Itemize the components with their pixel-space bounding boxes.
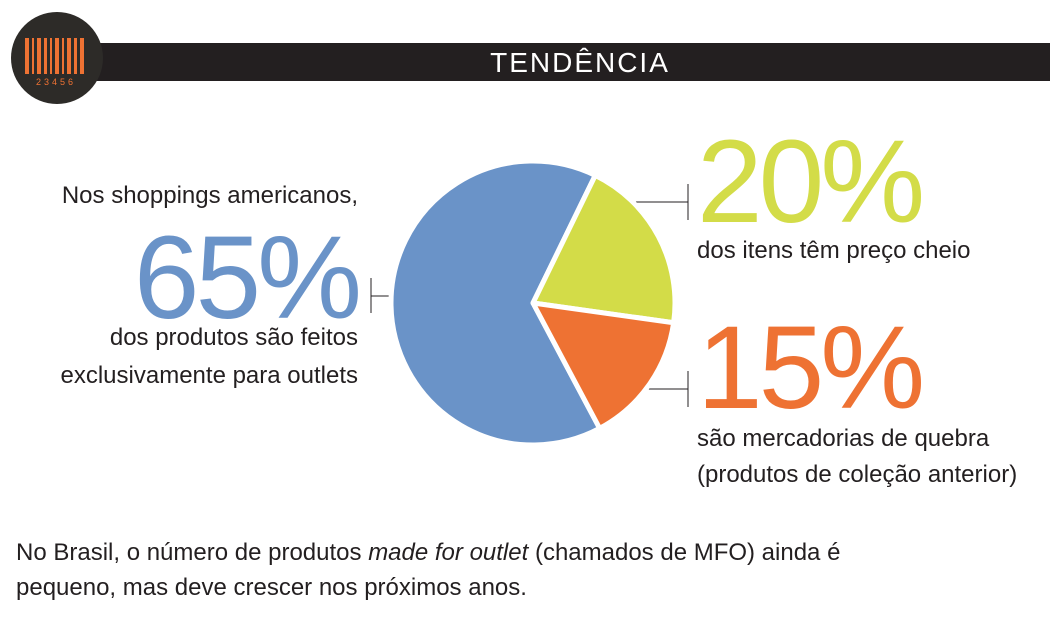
slice-description: dos itens têm preço cheio: [697, 237, 970, 264]
footer-line: No Brasil, o número de produtos made for…: [16, 539, 840, 566]
slice-description: são mercadorias de quebra: [697, 425, 990, 452]
slice-description: (produtos de coleção anterior): [697, 461, 1017, 488]
pie-slice: [530, 172, 678, 326]
pie-slice: [388, 158, 603, 448]
value-label: 20%: [697, 116, 921, 248]
pie-slice: [530, 300, 677, 431]
header-bar: [85, 43, 1050, 81]
footer-text: No Brasil, o número de produtos: [16, 539, 368, 566]
slice-description: exclusivamente para outlets: [61, 362, 359, 389]
slice-description: dos produtos são feitos: [110, 324, 358, 351]
header-title: TENDÊNCIA: [490, 47, 670, 78]
footer-text: (chamados de MFO) ainda é: [528, 539, 840, 566]
value-label: 15%: [697, 302, 921, 434]
logo-barcode: [25, 38, 84, 74]
intro-text: Nos shoppings americanos,: [62, 182, 358, 209]
logo-digits: 23456: [36, 77, 76, 87]
value-label: 65%: [134, 212, 358, 344]
footer-emphasis: made for outlet: [368, 539, 529, 566]
pie: [388, 158, 678, 448]
footer-line: pequeno, mas deve crescer nos próximos a…: [16, 574, 527, 601]
